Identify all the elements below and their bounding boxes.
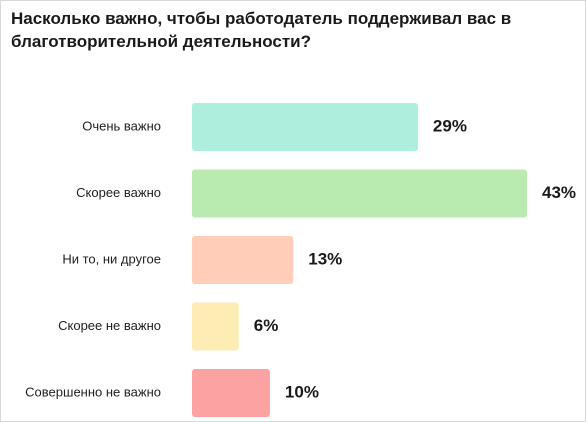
value-label-5: 10% xyxy=(285,382,319,401)
bar-1 xyxy=(192,103,418,151)
bar-4 xyxy=(192,302,239,351)
category-label-5: Совершенно не важно xyxy=(25,384,161,399)
category-label-3: Ни то, ни другое xyxy=(62,251,161,266)
category-label-4: Скорее не важно xyxy=(58,318,161,333)
category-label-2: Скорее важно xyxy=(76,185,161,200)
bar-3 xyxy=(192,236,294,284)
bar-5 xyxy=(192,369,270,417)
value-label-4: 6% xyxy=(254,316,279,335)
chart-title: Насколько важно, чтобы работодатель подд… xyxy=(11,9,512,51)
value-label-3: 13% xyxy=(308,249,342,268)
value-label-2: 43% xyxy=(542,183,576,202)
category-label-1: Очень важно xyxy=(82,118,161,133)
value-label-1: 29% xyxy=(433,116,467,135)
bar-2 xyxy=(192,169,527,218)
